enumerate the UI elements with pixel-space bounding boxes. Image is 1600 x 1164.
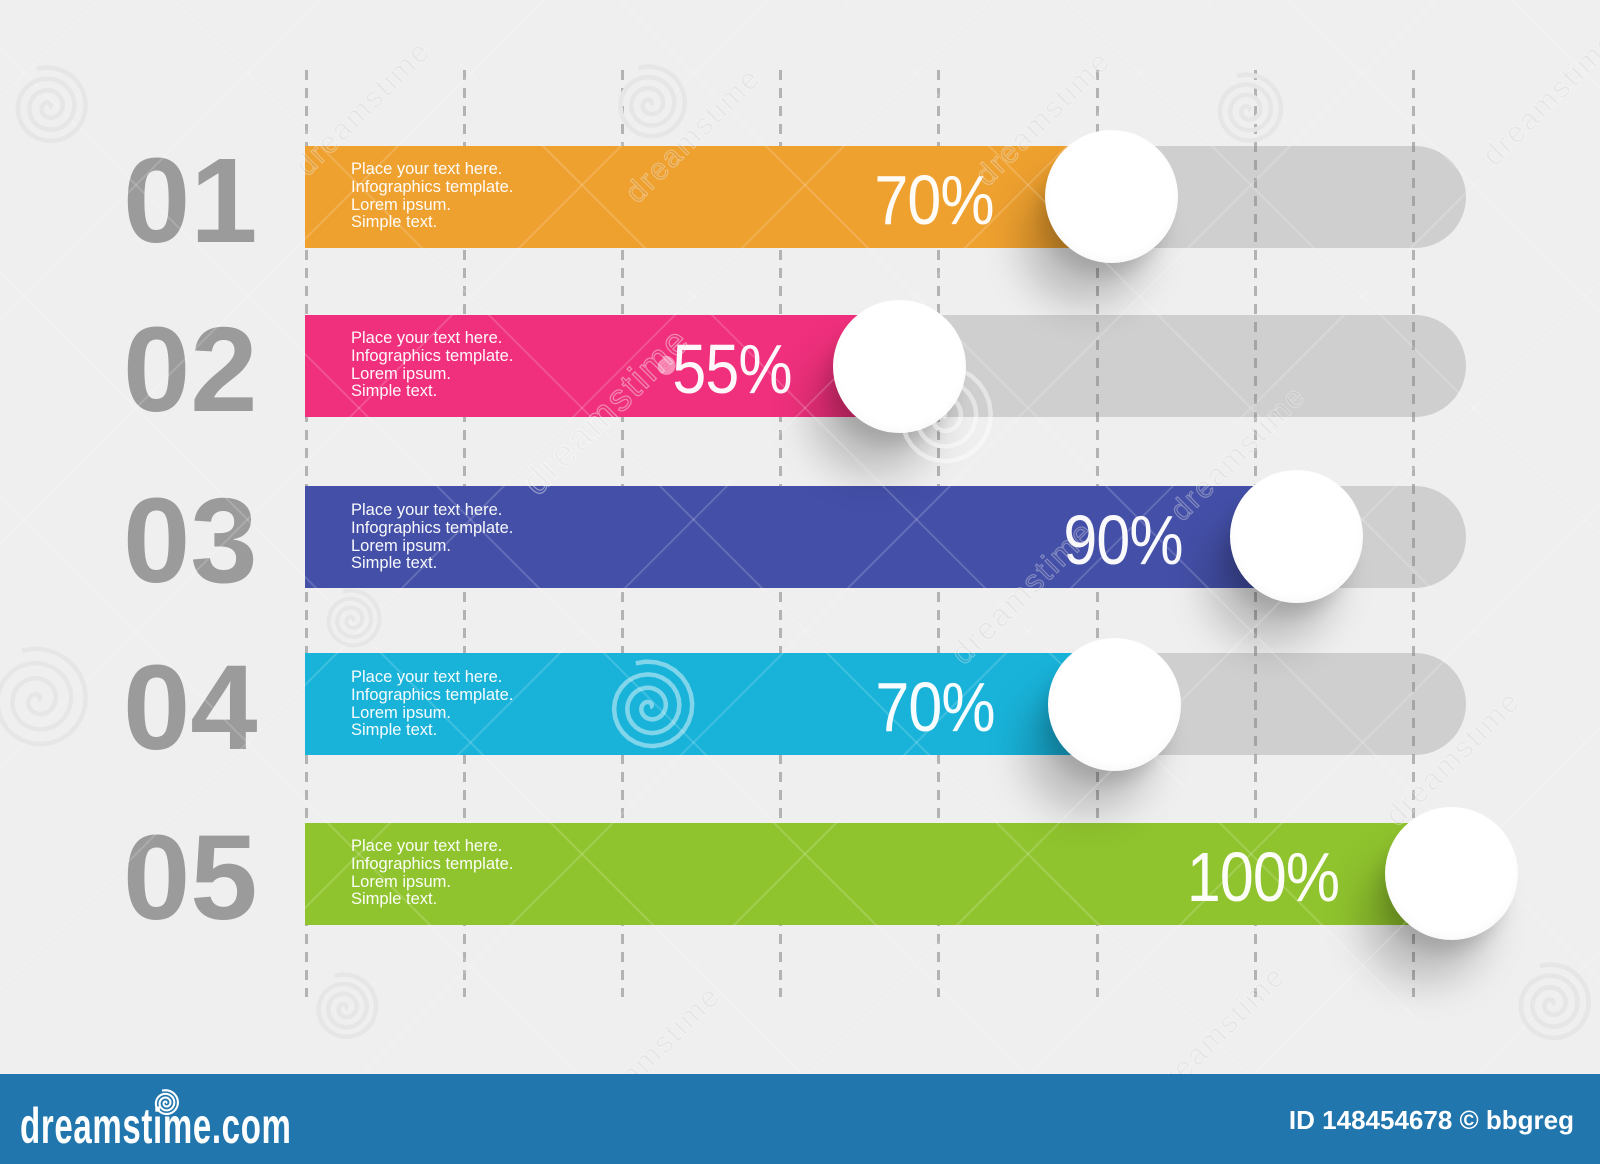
svg-text:dreamstime: dreamstime (1144, 959, 1292, 1074)
svg-text:dreamstime: dreamstime (579, 979, 727, 1074)
svg-text:dreamstime: dreamstime (1476, 24, 1600, 172)
